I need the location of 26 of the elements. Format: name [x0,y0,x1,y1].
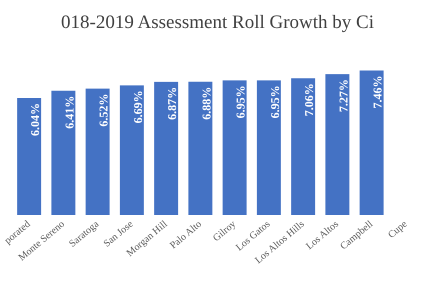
bar [325,74,350,215]
data-label: 7.06% [302,83,316,116]
bar [154,82,178,215]
bar [291,78,316,215]
data-label: 7.46% [370,75,385,108]
bar [51,90,76,215]
bar [256,80,281,215]
bar [360,70,384,215]
data-label: 6.04% [28,102,42,136]
bar [86,88,110,215]
data-label: 6.41% [62,96,76,129]
data-label: 6.88% [199,86,214,120]
x-tick-label: Palo Alto [168,218,204,252]
bar [188,82,212,215]
bar [17,98,42,215]
data-label: 6.69% [130,90,145,124]
data-label: 6.95% [268,85,282,118]
x-tick-label: Cupe [386,218,410,241]
bar [120,85,144,215]
x-tick-label: Los Altos [304,218,341,252]
data-label: 6.87% [165,86,180,120]
data-label: 6.95% [234,85,248,118]
data-label: 7.27% [336,79,350,112]
chart-title: 018-2019 Assessment Roll Growth by Ci [61,12,374,33]
bar [222,80,247,215]
data-label: 6.52% [96,94,111,127]
